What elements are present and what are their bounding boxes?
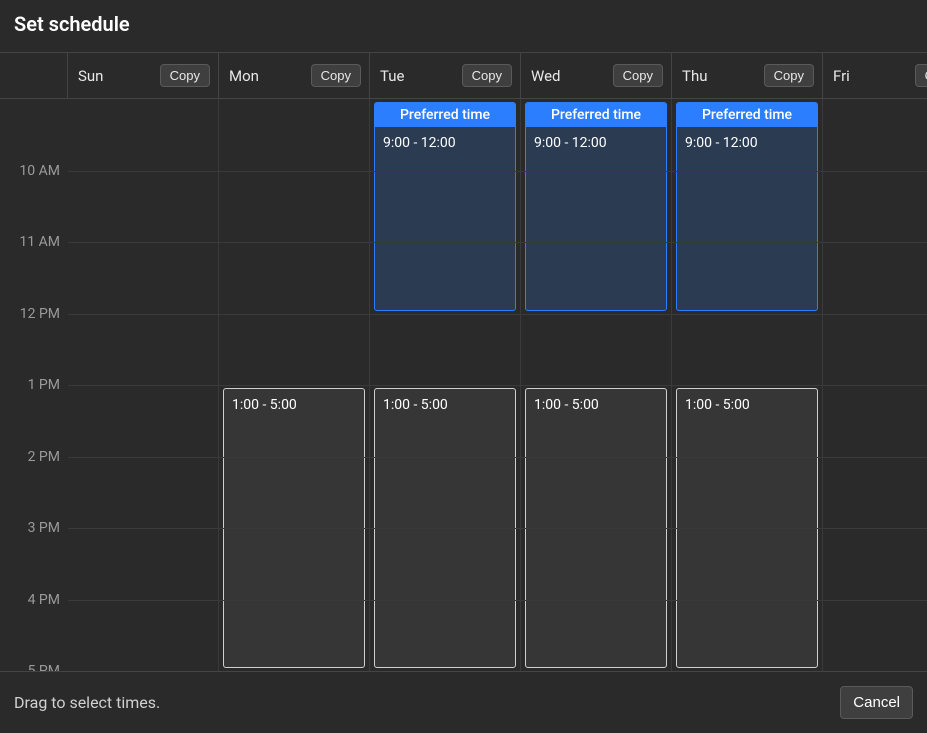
event-time: 1:00 - 5:00 <box>375 389 515 421</box>
day-header-sun: Sun Copy <box>68 53 219 98</box>
time-label-14: 2 PM <box>28 449 60 465</box>
day-label-wed: Wed <box>531 67 561 85</box>
event-time: 1:00 - 5:00 <box>224 389 364 421</box>
day-label-thu: Thu <box>682 67 707 85</box>
time-label-16: 4 PM <box>28 592 60 608</box>
copy-button-tue[interactable]: Copy <box>462 64 512 87</box>
time-label-17: 5 PM <box>28 663 60 671</box>
time-gutter-header <box>0 53 68 98</box>
day-header-wed: Wed Copy <box>521 53 672 98</box>
schedule-grid: Sun Copy Mon Copy Tue Copy Wed Copy Thu Copy Fri Co… <box>0 52 927 671</box>
copy-button-wed[interactable]: Copy <box>613 64 663 87</box>
time-label-13: 1 PM <box>28 377 60 393</box>
event-time: 9:00 - 12:00 <box>375 127 515 159</box>
schedule-dialog: Set schedule Sun Copy Mon Copy Tue Copy Wed Cop… <box>0 0 927 733</box>
day-label-mon: Mon <box>229 67 259 85</box>
event-badge: Preferred time <box>526 103 666 127</box>
hour-line <box>68 600 927 601</box>
event-preferred[interactable]: Preferred time9:00 - 12:00 <box>525 102 667 311</box>
dialog-footer: Drag to select times. Cancel <box>0 671 927 733</box>
time-label-11: 11 AM <box>19 234 60 250</box>
event-time: 1:00 - 5:00 <box>677 389 817 421</box>
event-preferred[interactable]: Preferred time9:00 - 12:00 <box>374 102 516 311</box>
hour-line <box>68 457 927 458</box>
event-badge: Preferred time <box>375 103 515 127</box>
event-preferred[interactable]: Preferred time9:00 - 12:00 <box>676 102 818 311</box>
day-header-tue: Tue Copy <box>370 53 521 98</box>
time-gutter: 10 AM 11 AM 12 PM 1 PM 2 PM 3 PM 4 PM 5 PM <box>0 99 68 671</box>
copy-button-fri[interactable]: Copy <box>915 64 927 87</box>
time-label-12: 12 PM <box>20 306 60 322</box>
hour-line <box>68 171 927 172</box>
copy-button-mon[interactable]: Copy <box>311 64 361 87</box>
day-header-thu: Thu Copy <box>672 53 823 98</box>
grid-body[interactable]: 10 AM 11 AM 12 PM 1 PM 2 PM 3 PM 4 PM 5 PM 1:00… <box>0 99 927 671</box>
day-header-row: Sun Copy Mon Copy Tue Copy Wed Copy Thu Copy Fri Co… <box>0 52 927 99</box>
day-header-mon: Mon Copy <box>219 53 370 98</box>
day-header-fri: Fri Copy <box>823 53 927 98</box>
copy-button-thu[interactable]: Copy <box>764 64 814 87</box>
dialog-title: Set schedule <box>14 12 913 36</box>
day-label-fri: Fri <box>833 67 850 85</box>
copy-button-sun[interactable]: Copy <box>160 64 210 87</box>
event-time: 9:00 - 12:00 <box>526 127 666 159</box>
hour-line <box>68 528 927 529</box>
time-label-15: 3 PM <box>28 520 60 536</box>
event-time: 9:00 - 12:00 <box>677 127 817 159</box>
hour-line <box>68 385 927 386</box>
hour-line <box>68 242 927 243</box>
day-label-tue: Tue <box>380 67 404 85</box>
dialog-header: Set schedule <box>0 0 927 52</box>
cancel-button[interactable]: Cancel <box>840 686 913 719</box>
hour-line <box>68 314 927 315</box>
day-label-sun: Sun <box>78 67 103 85</box>
event-time: 1:00 - 5:00 <box>526 389 666 421</box>
footer-hint: Drag to select times. <box>14 693 160 712</box>
time-label-10: 10 AM <box>19 163 60 179</box>
event-badge: Preferred time <box>677 103 817 127</box>
